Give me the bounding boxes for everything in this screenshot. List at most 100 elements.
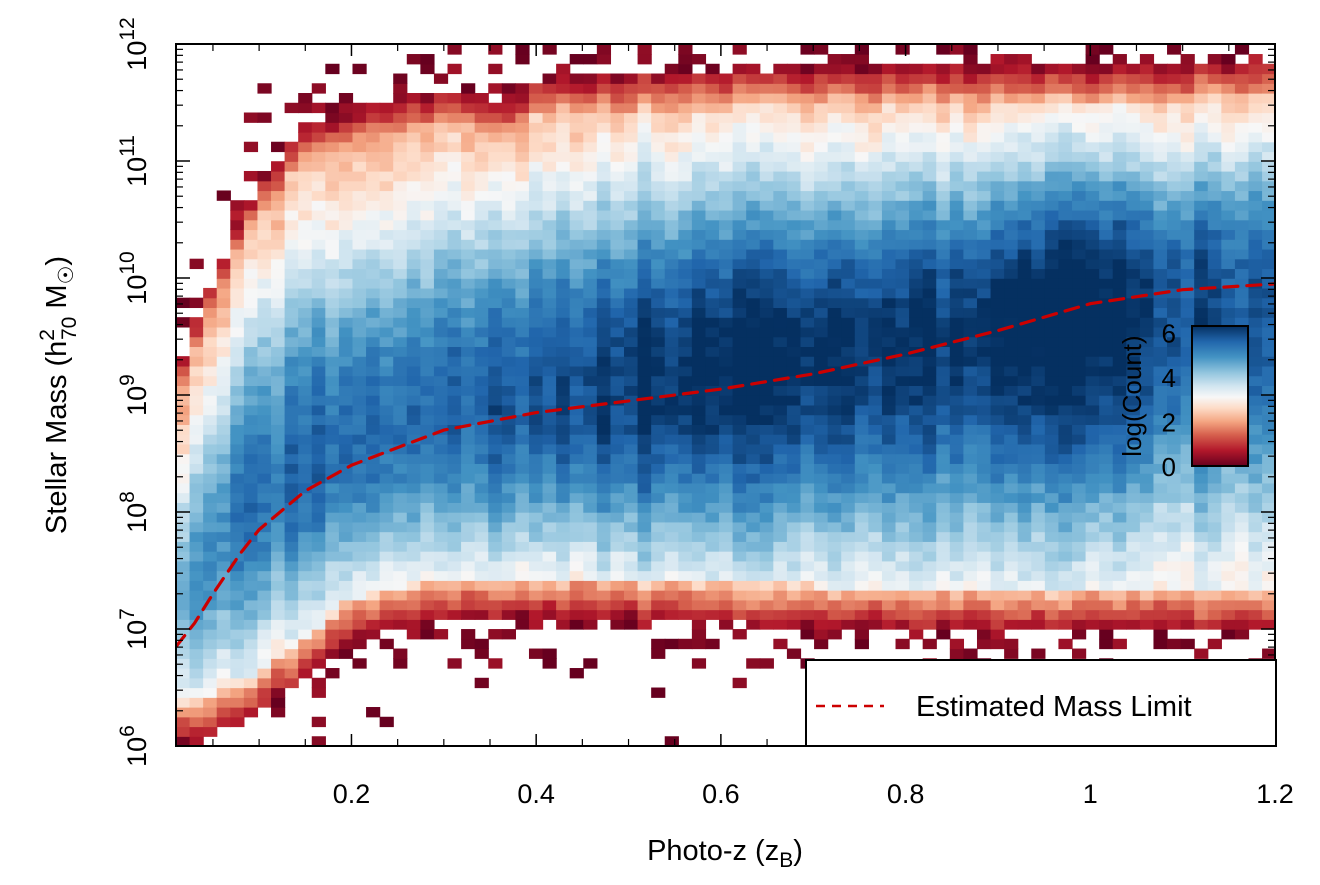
heatmap-cell bbox=[976, 590, 992, 601]
heatmap-cell bbox=[759, 297, 774, 309]
heatmap-cell bbox=[1112, 93, 1127, 104]
heatmap-cell bbox=[963, 590, 978, 601]
heatmap-cell bbox=[827, 365, 842, 377]
heatmap-cell bbox=[420, 463, 435, 474]
heatmap-cell bbox=[1004, 609, 1019, 620]
heatmap-cell bbox=[230, 239, 245, 250]
heatmap-cell bbox=[610, 356, 625, 367]
heatmap-cell bbox=[311, 356, 326, 367]
heatmap-cell bbox=[1221, 278, 1236, 289]
heatmap-cell bbox=[1099, 141, 1114, 153]
heatmap-cell bbox=[814, 200, 829, 211]
heatmap-cell bbox=[651, 599, 666, 611]
heatmap-cell bbox=[800, 317, 815, 328]
heatmap-cell bbox=[216, 443, 231, 455]
heatmap-cell bbox=[936, 590, 951, 601]
heatmap-cell bbox=[1262, 248, 1275, 260]
heatmap-cell bbox=[664, 239, 679, 250]
heatmap-cell bbox=[203, 668, 218, 679]
heatmap-cell bbox=[298, 521, 313, 533]
heatmap-cell bbox=[963, 365, 978, 377]
heatmap-cell bbox=[637, 356, 652, 367]
heatmap-cell bbox=[393, 531, 408, 542]
heatmap-cell bbox=[1112, 317, 1127, 328]
heatmap-cell bbox=[759, 229, 774, 240]
heatmap-cell bbox=[1167, 161, 1182, 172]
heatmap-cell bbox=[556, 512, 571, 523]
heatmap-cell bbox=[1248, 443, 1263, 455]
heatmap-cell bbox=[949, 239, 965, 250]
heatmap-cell bbox=[1126, 200, 1141, 211]
heatmap-cell bbox=[474, 638, 489, 650]
heatmap-cell bbox=[271, 560, 286, 572]
heatmap-cell bbox=[271, 648, 286, 659]
heatmap-cell bbox=[909, 365, 924, 377]
heatmap-cell bbox=[691, 287, 707, 299]
heatmap-cell bbox=[406, 258, 421, 270]
heatmap-cell bbox=[1180, 551, 1195, 562]
heatmap-cell bbox=[474, 375, 489, 386]
heatmap-cell bbox=[786, 190, 802, 201]
heatmap-cell bbox=[1058, 239, 1073, 250]
heatmap-cell bbox=[556, 541, 571, 552]
heatmap-cell bbox=[393, 560, 408, 572]
heatmap-cell bbox=[922, 326, 937, 338]
heatmap-cell bbox=[1248, 414, 1263, 425]
heatmap-cell bbox=[243, 209, 259, 221]
heatmap-cell bbox=[1234, 151, 1250, 162]
heatmap-cell bbox=[569, 570, 584, 581]
heatmap-cell bbox=[841, 248, 856, 260]
heatmap-cell bbox=[1234, 200, 1250, 211]
heatmap-cell bbox=[1167, 209, 1182, 221]
heatmap-cell bbox=[338, 102, 354, 114]
heatmap-cell bbox=[1262, 521, 1275, 533]
heatmap-cell bbox=[271, 278, 286, 289]
heatmap-cell bbox=[773, 560, 788, 572]
heatmap-cell bbox=[1262, 619, 1275, 630]
heatmap-cell bbox=[461, 190, 476, 201]
heatmap-cell bbox=[352, 317, 367, 328]
heatmap-cell bbox=[420, 502, 435, 513]
heatmap-cell bbox=[624, 434, 639, 445]
heatmap-cell bbox=[569, 356, 584, 367]
heatmap-cell bbox=[338, 619, 354, 630]
heatmap-cell bbox=[325, 512, 340, 523]
heatmap-cell bbox=[298, 560, 313, 572]
heatmap-cell bbox=[1072, 346, 1087, 357]
heatmap-cell bbox=[1139, 473, 1155, 484]
heatmap-cell bbox=[691, 356, 707, 367]
heatmap-cell bbox=[379, 385, 394, 396]
heatmap-cell bbox=[583, 239, 598, 250]
heatmap-cell bbox=[1085, 248, 1100, 260]
heatmap-cell bbox=[746, 619, 761, 630]
heatmap-cell bbox=[1167, 502, 1182, 513]
heatmap-cell bbox=[719, 248, 734, 260]
heatmap-cell bbox=[678, 209, 693, 221]
heatmap-cell bbox=[963, 580, 978, 591]
heatmap-cell bbox=[610, 170, 625, 182]
heatmap-cell bbox=[583, 102, 598, 114]
heatmap-cell bbox=[990, 521, 1005, 533]
heatmap-cell bbox=[1234, 629, 1250, 640]
heatmap-cell bbox=[678, 395, 693, 406]
heatmap-cell bbox=[488, 336, 503, 348]
heatmap-cell bbox=[542, 83, 557, 94]
heatmap-cell bbox=[406, 551, 421, 562]
heatmap-cell bbox=[528, 307, 544, 318]
heatmap-cell bbox=[176, 551, 191, 562]
heatmap-cell bbox=[216, 716, 231, 728]
heatmap-cell bbox=[1180, 580, 1195, 591]
heatmap-cell bbox=[1099, 395, 1114, 406]
heatmap-cell bbox=[1194, 229, 1209, 240]
heatmap-cell bbox=[243, 443, 259, 455]
heatmap-cell bbox=[949, 63, 965, 75]
heatmap-cell bbox=[501, 346, 516, 357]
heatmap-cell bbox=[1180, 132, 1195, 143]
heatmap-cell bbox=[596, 112, 612, 123]
heatmap-cell bbox=[922, 112, 937, 123]
heatmap-cell bbox=[678, 229, 693, 240]
heatmap-cell bbox=[1044, 414, 1060, 425]
heatmap-cell bbox=[474, 648, 489, 659]
heatmap-cell bbox=[1262, 434, 1275, 445]
